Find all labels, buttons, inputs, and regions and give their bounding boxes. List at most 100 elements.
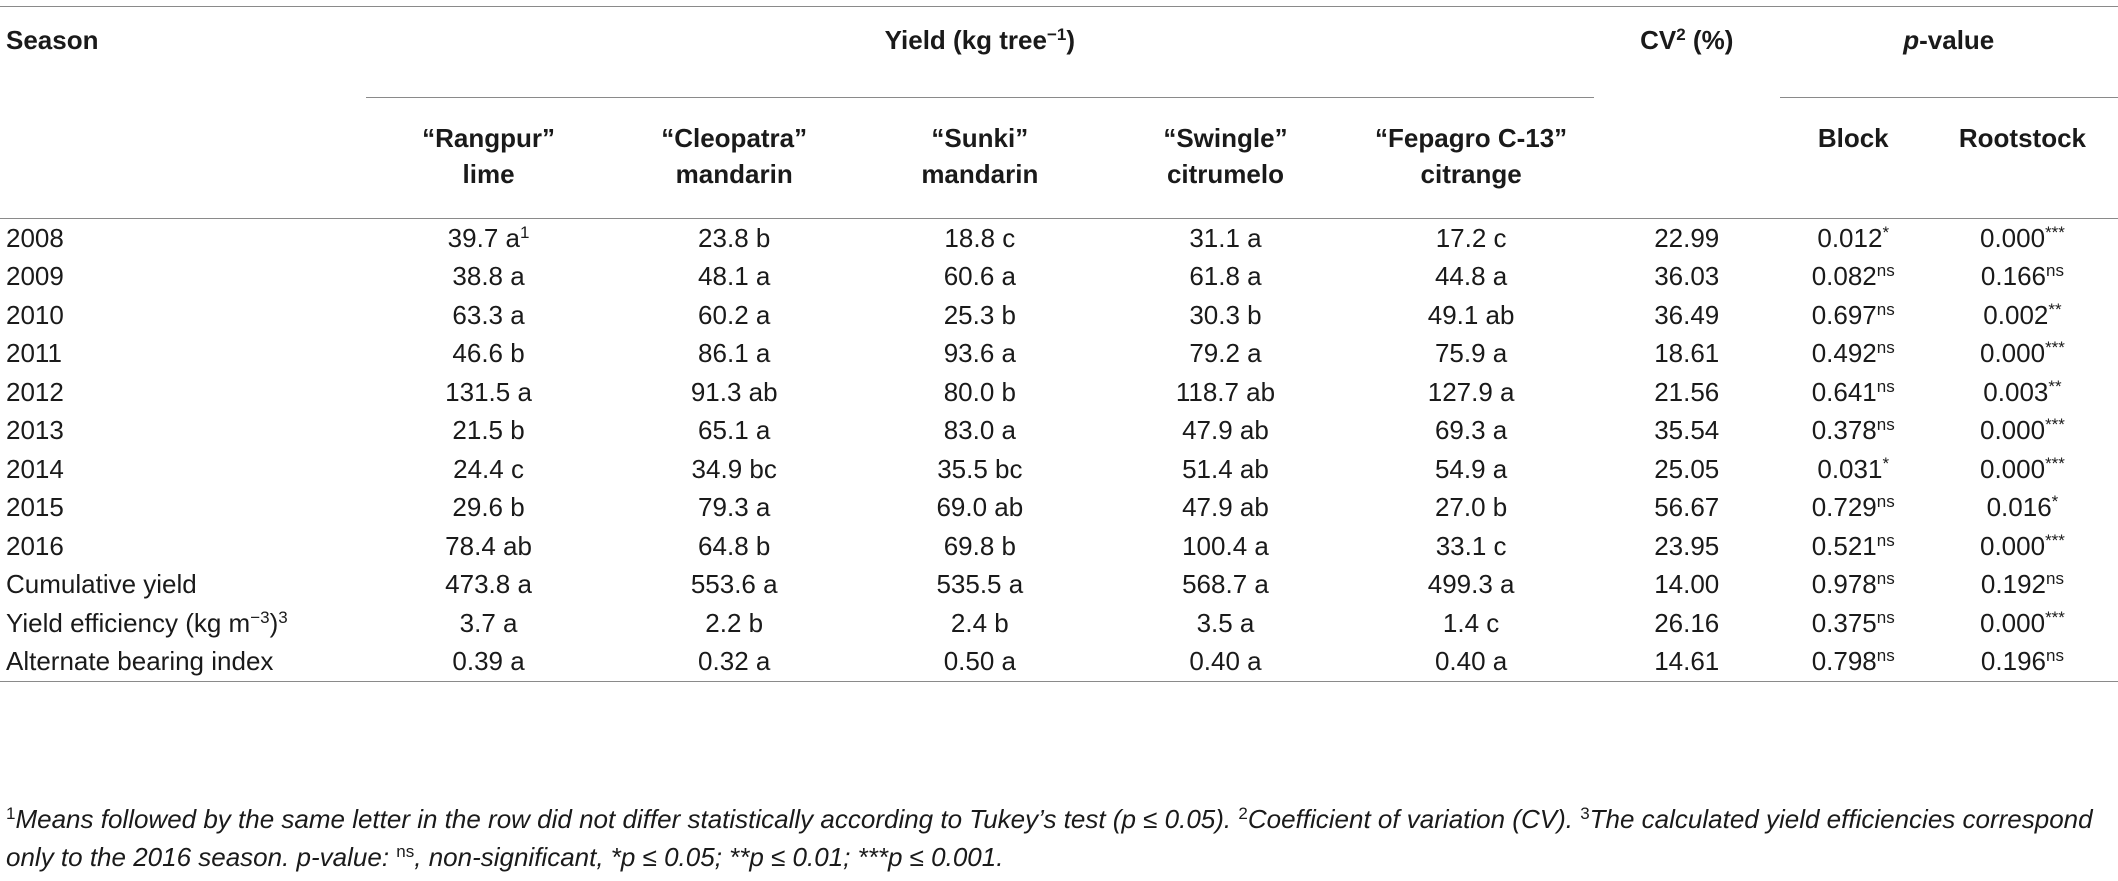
yield-cell: 83.0 a	[943, 415, 1016, 446]
yield-cell: 79.2 a	[1189, 338, 1262, 369]
cv-cell: 36.49	[1654, 299, 1720, 330]
table-row: Yield efficiency (kg m−3)3 3.7 a 2.2 b 2.4 …	[0, 604, 2118, 643]
rootstock-pvalue-cell: 0.002**	[1983, 299, 2062, 330]
yield-cell: 69.0 ab	[936, 492, 1024, 523]
yield-cell: 553.6 a	[690, 569, 778, 600]
rootstock-header-cleopatra: “Cleopatra” mandarin	[611, 97, 858, 219]
block-pvalue-cell: 0.012*	[1817, 222, 1890, 253]
rootstock-pvalue-cell: 0.192ns	[1980, 569, 2064, 600]
table-row: 2015 29.6 b 79.3 a 69.0 ab 47.9 ab 27.0 b 56.6…	[0, 489, 2118, 528]
yield-cell: 65.1 a	[698, 415, 771, 446]
pvalue-header: p-value	[1779, 6, 2118, 98]
yield-cell: 3.7 a	[459, 607, 518, 638]
rootstock-header-sunki: “Sunki” mandarin	[857, 97, 1103, 219]
empty-header-cell	[1593, 97, 1780, 219]
yield-cell: 91.3 ab	[690, 376, 778, 407]
yield-cell: 118.7 ab	[1175, 376, 1276, 407]
cv-cell: 23.95	[1654, 530, 1720, 561]
yield-cell: 0.40 a	[1348, 642, 1594, 682]
yield-cell: 54.9 a	[1434, 453, 1508, 484]
yield-cell: 35.5 bc	[937, 453, 1023, 484]
rootstock-pvalue-cell: 0.016*	[1986, 492, 2059, 523]
block-pvalue-cell: 0.978ns	[1811, 569, 1895, 600]
table-row: Cumulative yield 473.8 a 553.6 a 535.5 a 568…	[0, 566, 2118, 605]
block-pvalue-cell: 0.082ns	[1811, 261, 1895, 292]
rootstock-pvalue-cell: 0.000***	[1979, 530, 2065, 561]
yield-cell: 25.3 b	[943, 299, 1016, 330]
cv-cell: 25.05	[1654, 453, 1720, 484]
yield-cell: 39.7 a1	[447, 222, 530, 253]
yield-cell: 48.1 a	[698, 261, 771, 292]
block-pvalue-cell: 0.697ns	[1811, 299, 1895, 330]
yield-cell: 47.9 ab	[1182, 415, 1269, 446]
yield-cell: 79.3 a	[698, 492, 771, 523]
yield-cell: 64.8 b	[698, 530, 771, 561]
yield-cell: 24.4 c	[453, 453, 524, 484]
yield-cell: 2.4 b	[950, 607, 1009, 638]
table-row: 2012 131.5 a 91.3 ab 80.0 b 118.7 ab 127.9 a 2…	[0, 373, 2118, 412]
rootstock-header-rangpur: “Rangpur” lime	[365, 97, 612, 219]
yield-cell: 38.8 a	[452, 261, 525, 292]
season-cell: 2010	[6, 299, 64, 330]
season-cell: 2014	[6, 453, 64, 484]
yield-cell: 3.5 a	[1196, 607, 1255, 638]
yield-cell: 69.8 b	[943, 530, 1016, 561]
yield-cell: 75.9 a	[1434, 338, 1508, 369]
yield-cell: 60.2 a	[698, 299, 771, 330]
cv-cell: 56.67	[1654, 492, 1720, 523]
season-header: Season	[0, 6, 366, 98]
yield-cell: 18.8 c	[944, 222, 1016, 253]
rootstock-pvalue-cell: 0.000***	[1979, 453, 2065, 484]
season-cell: Yield efficiency (kg m−3)3	[6, 607, 288, 638]
yield-cell: 0.32 a	[611, 642, 858, 682]
rootstock-header-swingle: “Swingle” citrumelo	[1102, 97, 1349, 219]
yield-cell: 80.0 b	[943, 376, 1016, 407]
block-pvalue-cell: 0.378ns	[1811, 415, 1895, 446]
cv-header: CV2 (%)	[1593, 6, 1780, 98]
yield-cell: 0.40 a	[1102, 642, 1349, 682]
yield-cell: 44.8 a	[1434, 261, 1508, 292]
yield-cell: 17.2 c	[1435, 222, 1507, 253]
block-pvalue-cell: 0.521ns	[1811, 530, 1895, 561]
table-row: 2008 39.7 a1 23.8 b 18.8 c 31.1 a 17.2 c 22.99…	[0, 219, 2118, 258]
table-row: 2016 78.4 ab 64.8 b 69.8 b 100.4 a 33.1 c 23.9…	[0, 527, 2118, 566]
cv-cell: 14.61	[1593, 642, 1780, 682]
season-cell: 2016	[6, 530, 64, 561]
cv-cell: 35.54	[1654, 415, 1720, 446]
yield-cell: 86.1 a	[698, 338, 771, 369]
yield-cell: 0.39 a	[365, 642, 612, 682]
empty-header-cell	[0, 97, 366, 219]
cv-cell: 18.61	[1654, 338, 1720, 369]
table-row: 2014 24.4 c 34.9 bc 35.5 bc 51.4 ab 54.9 a 25.…	[0, 450, 2118, 489]
yield-cell: 499.3 a	[1427, 569, 1515, 600]
rootstock-header-fepagro: “Fepagro C-13” citrange	[1348, 97, 1594, 219]
yield-cell: 29.6 b	[452, 492, 525, 523]
yield-cell: 34.9 bc	[691, 453, 777, 484]
yield-cell: 49.1 ab	[1427, 299, 1515, 330]
yield-cell: 61.8 a	[1189, 261, 1262, 292]
season-cell: Cumulative yield	[6, 569, 197, 600]
yield-cell: 127.9 a	[1427, 376, 1515, 407]
block-header: Block	[1779, 97, 1927, 219]
table-row: 2011 46.6 b 86.1 a 93.6 a 79.2 a 75.9 a 18.61 0…	[0, 335, 2118, 374]
rootstock-pvalue-cell: 0.003**	[1983, 376, 2062, 407]
cv-cell: 21.56	[1654, 376, 1720, 407]
yield-cell: 568.7 a	[1182, 569, 1269, 600]
table-row: 2010 63.3 a 60.2 a 25.3 b 30.3 b 49.1 ab 36.49…	[0, 296, 2118, 335]
yield-cell: 31.1 a	[1189, 222, 1262, 253]
yield-cell: 69.3 a	[1434, 415, 1508, 446]
season-cell: 2013	[6, 415, 64, 446]
rootstock-pvalue-cell: 0.166ns	[1980, 261, 2064, 292]
cv-cell: 26.16	[1654, 607, 1720, 638]
yield-cell: 46.6 b	[452, 338, 525, 369]
yield-cell: 535.5 a	[936, 569, 1024, 600]
yield-cell: 2.2 b	[705, 607, 764, 638]
season-cell: 2009	[6, 261, 64, 292]
yield-cell: 21.5 b	[452, 415, 525, 446]
table-row: 2009 38.8 a 48.1 a 60.6 a 61.8 a 44.8 a 36.03 0…	[0, 258, 2118, 297]
yield-cell: 93.6 a	[943, 338, 1016, 369]
header-row-1: Season Yield (kg tree−1) CV2 (%) p-value	[0, 6, 2118, 98]
header-row-2: “Rangpur” lime “Cleopatra” mandarin “Sun…	[0, 97, 2118, 219]
season-cell: 2015	[6, 492, 64, 523]
rootstock-pvalue-cell: 0.000***	[1979, 338, 2065, 369]
